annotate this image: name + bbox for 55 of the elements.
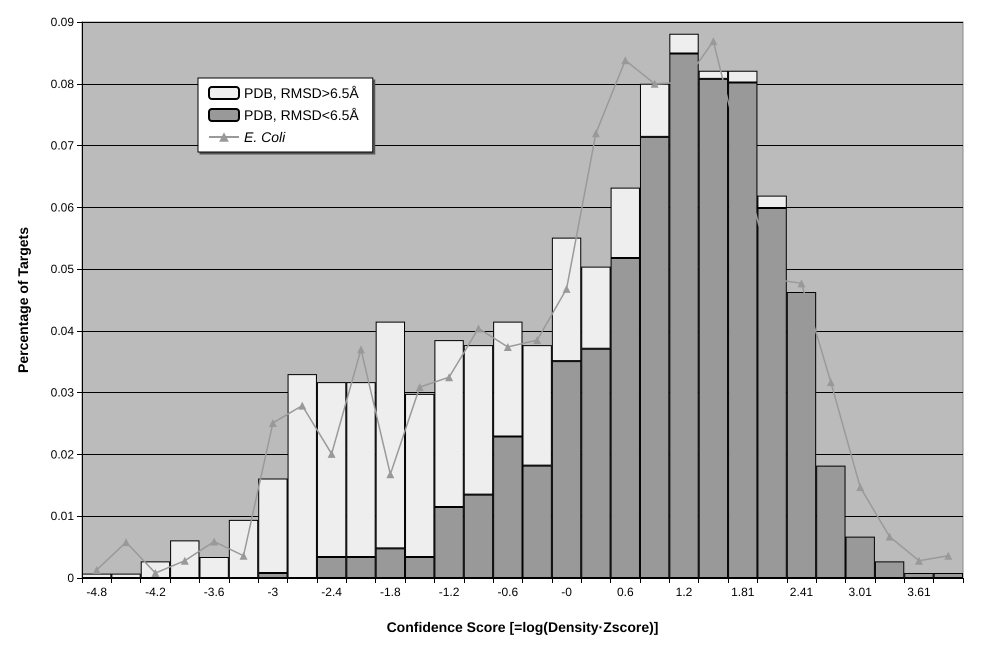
x-tick-label: 1.2 bbox=[676, 585, 693, 599]
x-tick-label: 1.81 bbox=[731, 585, 755, 599]
y-tick-label: 0.03 bbox=[50, 386, 74, 400]
point bbox=[210, 538, 218, 546]
y-tick-label: 0.05 bbox=[50, 262, 74, 276]
y-axis-title: Percentage of Targets bbox=[15, 226, 31, 374]
point bbox=[592, 129, 600, 138]
point bbox=[826, 378, 835, 386]
point bbox=[328, 450, 336, 458]
x-tick-label: 2.41 bbox=[790, 585, 814, 599]
legend-label: PDB, RMSD>6.5Å bbox=[244, 85, 360, 101]
point bbox=[445, 373, 454, 382]
x-tick-label: -1.2 bbox=[438, 585, 460, 599]
point bbox=[356, 345, 365, 354]
point bbox=[240, 552, 248, 560]
y-tick-label: 0 bbox=[67, 571, 74, 585]
y-tick-label: 0.06 bbox=[50, 200, 74, 214]
x-tick-label: -3 bbox=[268, 585, 279, 599]
point bbox=[416, 383, 424, 392]
point bbox=[797, 279, 806, 288]
x-tick-label: 3.01 bbox=[848, 585, 872, 599]
point bbox=[92, 566, 101, 574]
legend-label: E. Coli bbox=[244, 129, 286, 145]
point bbox=[621, 56, 630, 64]
legend-label: PDB, RMSD<6.5Å bbox=[244, 107, 360, 123]
x-tick-label: -0 bbox=[561, 585, 572, 599]
y-tick-label: 0.02 bbox=[50, 447, 74, 462]
x-tick-label: -3.6 bbox=[204, 585, 225, 599]
point bbox=[386, 470, 394, 478]
x-tick-label: -4.8 bbox=[86, 585, 108, 599]
point bbox=[914, 556, 923, 565]
x-tick-label: -2.4 bbox=[321, 585, 342, 599]
y-tick-label: 0.08 bbox=[50, 76, 74, 91]
point bbox=[298, 402, 306, 410]
point bbox=[268, 418, 277, 427]
x-tick-label: -4.2 bbox=[145, 585, 166, 599]
point bbox=[650, 80, 659, 88]
y-tick-label: 0.07 bbox=[50, 138, 74, 153]
x-tick-label: 3.61 bbox=[907, 585, 931, 599]
point bbox=[886, 532, 894, 541]
y-tick-label: 0.09 bbox=[50, 15, 74, 29]
point bbox=[474, 324, 482, 332]
point bbox=[856, 483, 864, 492]
x-tick-label: 0.6 bbox=[616, 585, 634, 599]
point bbox=[533, 336, 542, 344]
y-tick-label: 0.01 bbox=[50, 509, 74, 524]
point bbox=[562, 284, 571, 293]
point bbox=[944, 552, 952, 560]
x-axis-title: Confidence Score [=log(Density·Zscore)] bbox=[386, 619, 658, 635]
point bbox=[709, 37, 718, 46]
point bbox=[180, 556, 189, 565]
x-tick-label: -1.8 bbox=[380, 585, 402, 599]
point bbox=[504, 342, 512, 351]
x-tick-label: -0.6 bbox=[497, 585, 518, 599]
y-tick-label: 0.04 bbox=[50, 324, 74, 338]
